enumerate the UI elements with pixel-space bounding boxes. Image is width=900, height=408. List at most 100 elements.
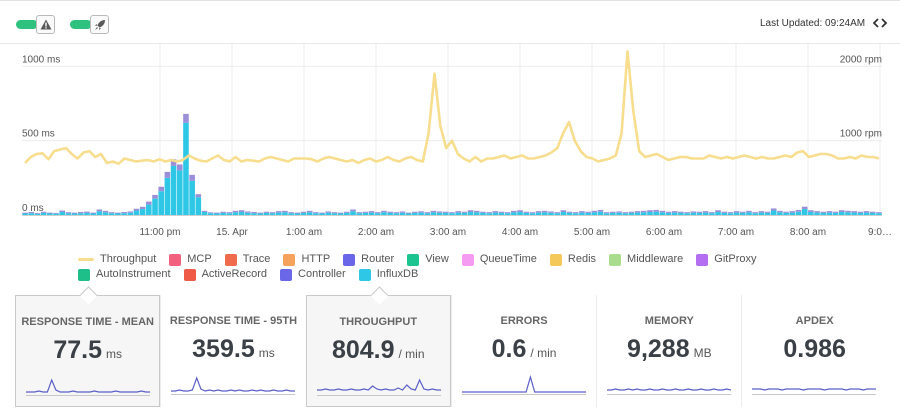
response-time-bar <box>579 212 585 215</box>
response-time-bar <box>288 213 294 215</box>
metric-card[interactable]: MEMORY 9,288 MB <box>596 295 741 407</box>
response-time-bar <box>572 212 579 214</box>
response-time-bar <box>282 210 288 213</box>
legend-item[interactable]: AutoInstrument <box>78 267 171 282</box>
legend-row: Throughput MCP Trace HTTP Router View QueueTim… <box>78 252 888 267</box>
response-time-bar <box>232 212 239 215</box>
response-time-bar <box>331 213 338 215</box>
response-time-bar <box>473 210 480 213</box>
response-time-bar <box>158 186 165 192</box>
response-time-bar <box>176 164 183 171</box>
response-time-bar <box>28 212 35 214</box>
rocket-icon[interactable] <box>90 15 109 34</box>
warning-icon[interactable] <box>36 15 55 34</box>
response-time-bar <box>214 212 220 214</box>
response-time-bar <box>387 211 393 213</box>
y-left-tick-label: 500 ms <box>22 129 55 140</box>
legend-item[interactable]: Middleware <box>609 252 683 267</box>
response-time-bar <box>102 212 109 215</box>
legend-item[interactable]: Throughput <box>78 252 156 267</box>
response-time-bar <box>863 212 870 215</box>
legend-swatch <box>78 258 94 261</box>
response-time-bar <box>678 211 684 213</box>
legend-swatch <box>183 268 196 281</box>
legend-label: HTTP <box>301 253 331 265</box>
response-time-bar <box>535 211 542 213</box>
alerts-toggle[interactable] <box>16 15 55 34</box>
response-time-bar <box>876 212 882 214</box>
response-time-bar <box>195 194 202 198</box>
response-time-bar <box>795 211 802 215</box>
metric-unit: MB <box>693 346 712 360</box>
response-time-bar <box>857 211 864 213</box>
response-time-bar <box>659 210 666 213</box>
response-time-bar <box>71 212 78 214</box>
metric-unit: / min <box>530 346 557 360</box>
response-time-bar <box>226 212 233 214</box>
metric-card[interactable]: ERRORS 0.6/ min <box>450 295 596 407</box>
response-time-bar <box>820 211 827 213</box>
legend-swatch <box>407 253 420 266</box>
response-time-bar <box>34 213 41 214</box>
response-time-bar <box>801 209 808 215</box>
metric-value: 77.5 ms <box>16 336 159 365</box>
legend-item[interactable]: ActiveRecord <box>183 267 267 282</box>
response-time-bar <box>739 211 746 213</box>
chevrons-left-right-icon[interactable] <box>872 15 888 31</box>
legend-label: Trace <box>242 253 271 265</box>
response-time-bar <box>764 212 771 215</box>
sparkline <box>752 388 877 395</box>
response-time-bar <box>350 211 356 215</box>
response-time-bar <box>183 113 189 123</box>
performance-chart[interactable]: 0 ms 500 ms 1000 ms 2000 rpm 1000 rpm 11:00 p… <box>0 44 900 244</box>
response-time-bar <box>127 211 134 213</box>
metric-number: 804.9 <box>331 336 395 364</box>
metric-card[interactable]: RESPONSE TIME - MEAN 77.5 ms <box>15 295 161 407</box>
x-tick-label: 11:00 pm <box>140 227 181 238</box>
response-time-bar <box>511 210 517 213</box>
metric-value: 359.5 ms <box>161 335 305 364</box>
x-tick-label: 9:0… <box>868 227 892 238</box>
response-time-bar <box>374 213 381 215</box>
sparkline-path <box>171 376 296 392</box>
toggle-switch[interactable] <box>16 20 38 29</box>
response-time-bar <box>665 212 672 215</box>
response-time-bar <box>486 213 492 215</box>
response-time-bar <box>337 213 344 215</box>
response-time-bar <box>746 210 752 213</box>
response-time-bar <box>616 211 622 213</box>
response-time-bar <box>443 212 449 215</box>
response-time-bar <box>306 212 313 215</box>
x-tick-label: 3:00 am <box>430 227 466 238</box>
deploys-toggle[interactable] <box>70 15 109 34</box>
legend-item[interactable]: QueueTime <box>461 252 537 267</box>
response-time-bar <box>269 212 276 214</box>
legend-item[interactable]: Controller <box>280 267 346 282</box>
metric-card[interactable]: APDEX 0.986 <box>741 295 886 407</box>
legend-item[interactable]: MCP <box>169 252 212 267</box>
x-tick-label: 5:00 am <box>574 227 610 238</box>
response-time-bar <box>684 213 690 215</box>
metric-card[interactable]: THROUGHPUT 804.9/ min <box>305 295 451 407</box>
x-tick-label: 6:00 am <box>646 227 682 238</box>
legend-item[interactable]: InfluxDB <box>358 267 418 282</box>
response-time-bar <box>820 212 827 215</box>
metric-card[interactable]: RESPONSE TIME - 95TH 359.5 ms <box>160 295 305 407</box>
response-time-bar <box>436 212 443 215</box>
response-time-bar <box>319 213 325 215</box>
legend-item[interactable]: Redis <box>549 252 596 267</box>
legend-item[interactable]: View <box>407 252 449 267</box>
legend-item[interactable]: HTTP <box>283 252 330 267</box>
legend-item[interactable]: Router <box>343 252 394 267</box>
response-time-bar <box>344 211 350 213</box>
response-time-bar <box>777 212 783 215</box>
response-time-bar <box>47 213 53 215</box>
legend-item[interactable]: Trace <box>224 252 271 267</box>
response-time-bar <box>851 212 857 215</box>
legend-item[interactable]: GitProxy <box>696 252 756 267</box>
toggle-switch[interactable] <box>70 20 92 29</box>
response-time-bar <box>696 211 703 213</box>
response-time-bar <box>597 209 604 212</box>
response-time-bar <box>653 211 659 215</box>
legend-swatch <box>224 253 237 266</box>
